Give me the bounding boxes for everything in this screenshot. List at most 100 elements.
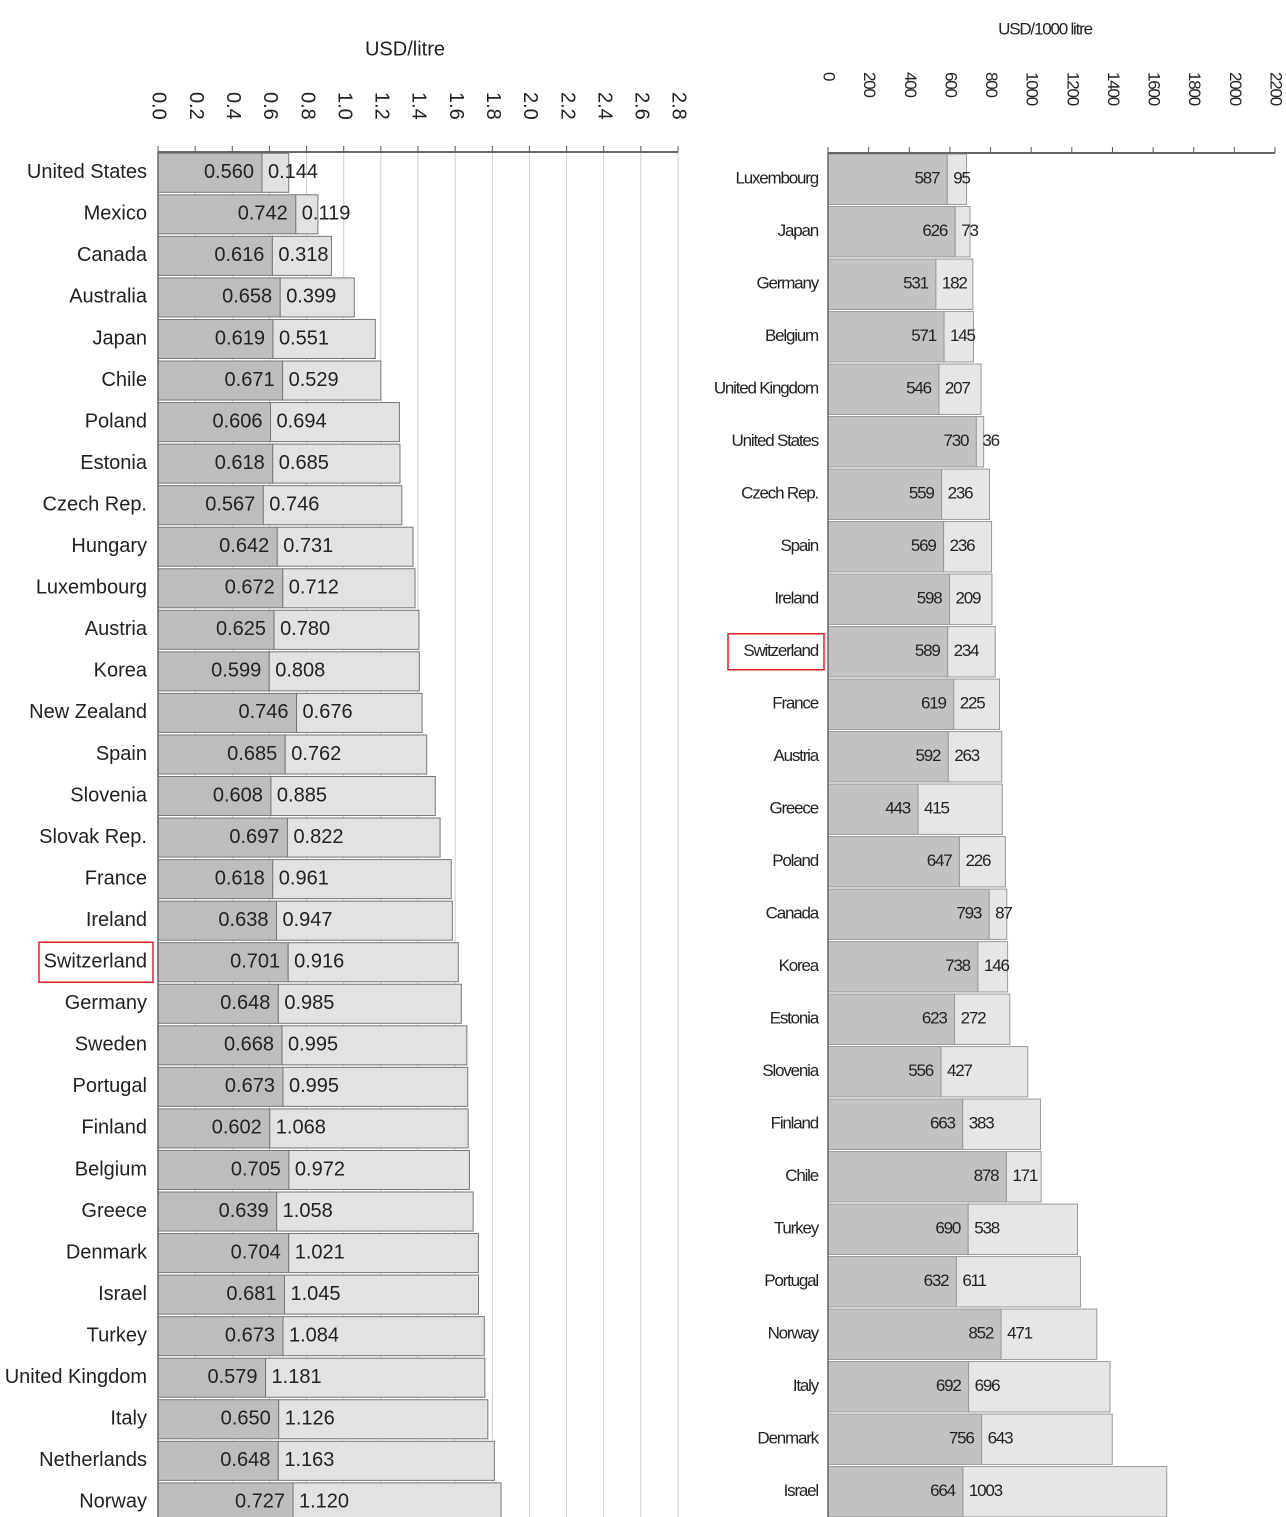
- value-label: 0.712: [289, 577, 339, 599]
- value-label: 0.625: [216, 618, 266, 640]
- category-label: Australia: [69, 286, 148, 308]
- bar-segment: [157, 318, 274, 360]
- value-label: 0.694: [277, 410, 327, 432]
- bar-segment: [827, 1046, 942, 1098]
- category-label: Denmark: [757, 1429, 819, 1448]
- category-label: Finland: [81, 1117, 147, 1139]
- bar-segment: [271, 235, 332, 276]
- highlight-box: [38, 941, 154, 983]
- bar-segment: [277, 1440, 495, 1481]
- bar-segment: [943, 311, 974, 363]
- bar-segment: [827, 888, 990, 940]
- bar-segment: [975, 416, 985, 468]
- value-label: 87: [995, 904, 1012, 923]
- value-label: 0.762: [291, 743, 341, 765]
- category-label: Chile: [101, 369, 147, 391]
- category-label: Germany: [756, 274, 819, 293]
- category-label: Portugal: [73, 1075, 148, 1097]
- value-label: 738: [945, 956, 971, 975]
- category-label: Norway: [768, 1324, 820, 1343]
- value-label: 598: [917, 589, 943, 608]
- bar-segment: [157, 775, 272, 817]
- value-label: 587: [915, 169, 941, 188]
- bar-segment: [157, 568, 284, 609]
- bar-segment: [943, 521, 993, 573]
- value-label: 1.045: [290, 1283, 340, 1305]
- bar-segment: [157, 277, 281, 318]
- x-tick-label: 0.0: [148, 92, 170, 120]
- category-label: Denmark: [66, 1241, 148, 1263]
- value-label: 0.648: [220, 992, 270, 1014]
- value-label: 73: [961, 221, 978, 240]
- category-label: Korea: [779, 956, 820, 975]
- value-label: 146: [984, 956, 1010, 975]
- bar-segment: [827, 311, 945, 363]
- value-label: 443: [885, 799, 911, 818]
- value-label: 0.579: [207, 1366, 257, 1388]
- value-label: 0.599: [211, 660, 261, 682]
- value-label: 0.567: [205, 493, 255, 515]
- bar-segment: [954, 206, 971, 258]
- bar-segment: [954, 993, 1011, 1045]
- value-label: 0.658: [222, 286, 272, 308]
- bar-segment: [284, 734, 428, 775]
- value-label: 0.947: [282, 909, 332, 931]
- category-label: Japan: [93, 327, 148, 349]
- chart-panel: USD/litre 0.0 0.2 0.4 0.6 0.8 1.0 1.2 1.4 1.6 1.8 2…: [5, 38, 690, 1517]
- value-label: 626: [922, 221, 948, 240]
- x-tick-label: 0.4: [222, 92, 244, 120]
- category-label: France: [772, 694, 818, 713]
- bar-segment: [282, 1316, 485, 1357]
- category-label: Japan: [778, 221, 819, 240]
- value-label: 225: [960, 694, 986, 713]
- bar-segment: [157, 1149, 290, 1191]
- x-tick-label: 2.8: [668, 92, 690, 120]
- bar-segment: [279, 277, 355, 318]
- value-label: 623: [922, 1009, 948, 1028]
- category-label: Spain: [781, 536, 819, 555]
- category-label: United Kingdom: [5, 1366, 147, 1388]
- value-label: 0.529: [289, 369, 339, 391]
- category-label: Greece: [769, 799, 818, 818]
- bar-segment: [278, 1399, 489, 1440]
- value-label: 559: [909, 484, 935, 503]
- value-label: 0.399: [286, 286, 336, 308]
- bar-segment: [827, 363, 940, 415]
- bar-segment: [265, 1357, 486, 1398]
- bar-segment: [981, 1413, 1113, 1465]
- category-label: Slovak Rep.: [39, 826, 147, 848]
- value-label: 427: [947, 1061, 973, 1080]
- value-label: 0.685: [227, 743, 277, 765]
- value-label: 272: [961, 1009, 987, 1028]
- value-label: 0.916: [294, 951, 344, 973]
- value-label: 0.780: [280, 618, 330, 640]
- value-label: 234: [954, 641, 980, 660]
- category-label: Greece: [81, 1200, 147, 1222]
- bar-segment: [261, 152, 290, 193]
- bar-segment: [286, 817, 441, 858]
- bar-segment: [967, 1203, 1079, 1255]
- category-label: United Kingdom: [714, 379, 819, 398]
- value-label: 1.068: [276, 1117, 326, 1139]
- category-label: Czech Rep.: [43, 493, 148, 515]
- bar-segment: [157, 1399, 280, 1440]
- bar-segment: [296, 692, 423, 733]
- value-label: 690: [935, 1219, 961, 1238]
- bar-segment: [827, 258, 937, 310]
- value-label: 592: [916, 746, 942, 765]
- x-tick-label: 400: [901, 72, 920, 98]
- bar-segment: [947, 626, 996, 678]
- value-label: 0.705: [231, 1158, 281, 1180]
- category-label: France: [85, 867, 147, 889]
- value-label: 236: [948, 484, 974, 503]
- value-label: 0.742: [238, 203, 288, 225]
- value-label: 663: [930, 1114, 956, 1133]
- value-label: 556: [908, 1061, 934, 1080]
- value-label: 0.681: [226, 1283, 276, 1305]
- bar-segment: [157, 485, 264, 526]
- bar-segment: [281, 1025, 468, 1066]
- x-tick-label: 0.6: [259, 92, 281, 120]
- bar-segment: [157, 651, 270, 692]
- value-label: 95: [953, 169, 970, 188]
- bar-segment: [1000, 1308, 1098, 1360]
